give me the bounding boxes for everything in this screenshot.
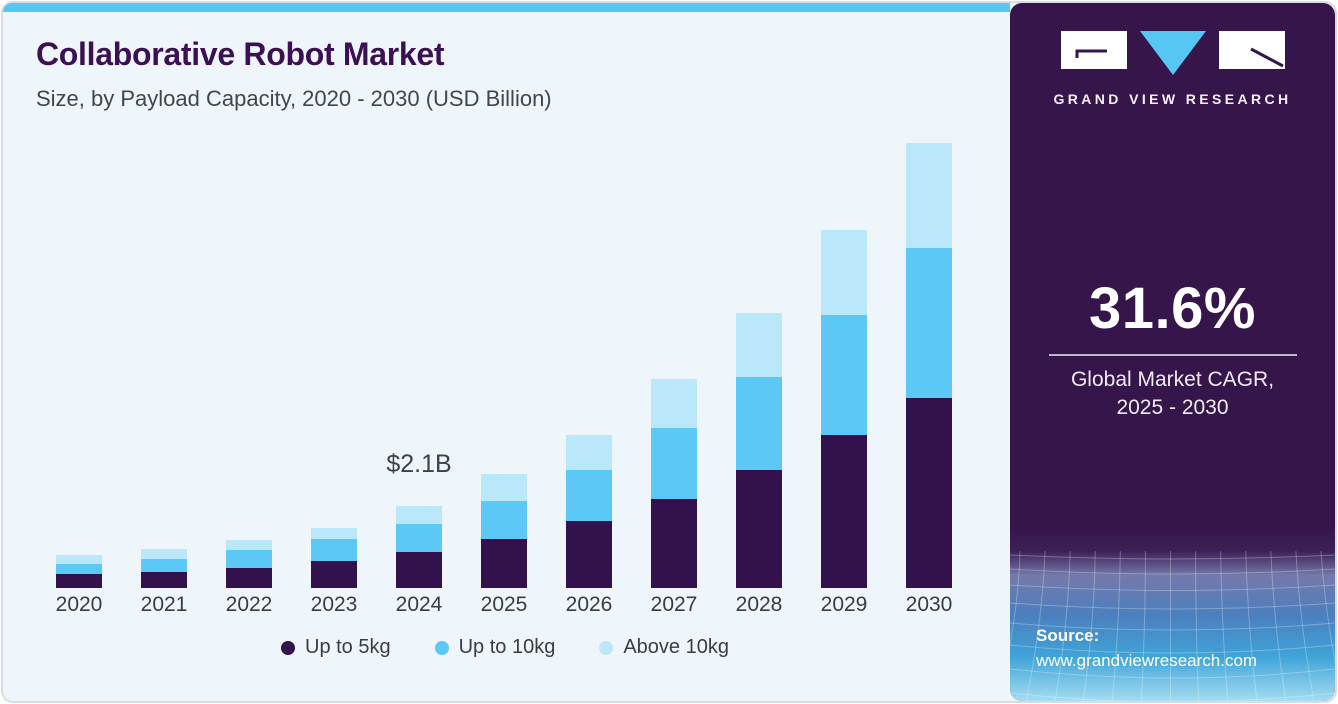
bar-segment-above-10kg-2020 [56,555,102,564]
legend-item-label: Above 10kg [623,636,729,658]
brand-name: GRAND VIEW RESEARCH [1053,91,1292,107]
bar-segment-up-to-5kg-2026 [566,521,612,588]
bar-segment-above-10kg-2028 [736,313,782,377]
bar-segment-above-10kg-2027 [651,379,697,428]
logo-g-block [1060,31,1127,69]
bar-segment-up-to-5kg-2023 [311,561,357,588]
bar-segment-up-to-10kg-2026 [566,470,612,521]
x-axis-tick-2029: 2029 [820,593,868,616]
bar-column-2026: 2026 [566,435,612,616]
legend-item-up-to-10kg: Up to 10kg [434,636,556,659]
legend-item-label: Up to 10kg [458,636,556,658]
bar-column-2022: 2022 [226,540,272,616]
bar-column-2027: 2027 [651,379,697,616]
bar-segment-up-to-5kg-2022 [226,568,272,588]
bar-column-2030: 2030 [906,143,952,616]
x-axis-tick-2028: 2028 [735,593,783,616]
bar-column-2023: 2023 [311,528,357,616]
bar-segment-up-to-10kg-2030 [906,248,952,398]
brand-logo: GRAND VIEW RESEARCH [1010,31,1335,107]
cagr-stat-block: 31.6% Global Market CAGR, 2025 - 2030 [1010,275,1335,421]
x-axis-tick-2026: 2026 [565,593,613,616]
cagr-label-line1: Global Market CAGR, [1070,368,1275,391]
bar-column-2024: 2024 [396,506,442,616]
wireframe-grid-graphic [1010,529,1335,701]
logo-row [1060,31,1285,77]
bar-segment-up-to-10kg-2023 [311,539,357,561]
bar-segment-up-to-10kg-2024 [396,524,442,552]
bar-column-2021: 2021 [141,549,187,616]
bar-segment-up-to-5kg-2020 [56,574,102,588]
bar-segment-up-to-5kg-2025 [481,539,527,588]
bar-segment-above-10kg-2022 [226,540,272,550]
cagr-divider [1048,354,1297,356]
bar-segment-above-10kg-2024 [396,506,442,524]
page-title: Collaborative Robot Market [36,36,445,72]
bar-segment-above-10kg-2030 [906,143,952,248]
top-accent-strip [3,3,1010,12]
bar-segment-up-to-10kg-2027 [651,428,697,499]
page-subtitle: Size, by Payload Capacity, 2020 - 2030 (… [36,86,552,111]
cagr-value: 31.6% [1089,276,1256,341]
bar-segment-up-to-10kg-2025 [481,501,527,539]
legend-item-up-to-5kg: Up to 5kg [281,636,391,659]
cagr-label-line2: 2025 - 2030 [1116,395,1229,419]
x-axis-tick-2025: 2025 [480,593,528,616]
bar-segment-up-to-10kg-2020 [56,564,102,574]
legend-dot-up-to-5kg [281,640,295,655]
legend-item-label: Up to 5kg [305,636,391,658]
bar-segment-above-10kg-2029 [821,230,867,315]
bar-column-2029: 2029 [821,230,867,616]
logo-v-triangle [1139,31,1206,75]
legend-dot-above-10kg [599,640,614,655]
x-axis-tick-2022: 2022 [225,593,273,616]
bar-segment-up-to-5kg-2030 [906,398,952,588]
source-block: Source: www.grandviewresearch.com [1036,626,1257,671]
bar-segment-above-10kg-2023 [311,528,357,539]
x-axis-tick-2021: 2021 [140,593,188,616]
bar-segment-above-10kg-2025 [481,474,527,501]
bar-segment-up-to-5kg-2029 [821,435,867,588]
bar-segment-up-to-5kg-2021 [141,572,187,588]
bar-segment-up-to-10kg-2028 [736,377,782,470]
sidebar: GRAND VIEW RESEARCH 31.6% Global Market … [1010,3,1335,701]
bar-chart-plot: 2020 2021 2022 2023 2024 2025 2026 2027 2028 2029… [56,118,952,616]
bar-column-2028: 2028 [736,313,782,616]
x-axis-tick-2020: 2020 [55,593,103,616]
bar-segment-up-to-5kg-2028 [736,470,782,588]
bar-segment-above-10kg-2021 [141,549,187,559]
logo-r-block [1218,31,1285,69]
bar-column-2025: 2025 [481,474,527,616]
bar-segment-up-to-10kg-2029 [821,315,867,435]
x-axis-tick-2030: 2030 [905,593,953,616]
source-url: www.grandviewresearch.com [1036,651,1258,670]
bar-segment-up-to-5kg-2024 [396,552,442,588]
bar-segment-up-to-5kg-2027 [651,499,697,588]
bar-value-label: $2.1B [386,450,452,479]
legend-dot-up-to-10kg [434,640,449,655]
bar-segment-above-10kg-2026 [566,435,612,470]
x-axis-tick-2023: 2023 [310,593,358,616]
bar-segment-up-to-10kg-2021 [141,559,187,572]
bar-column-2020: 2020 [56,555,102,616]
legend: Up to 5kg Up to 10kg Above 10kg [0,636,1010,659]
legend-item-above-10kg: Above 10kg [599,636,729,659]
x-axis-tick-2024: 2024 [395,593,443,616]
bar-segment-up-to-10kg-2022 [226,550,272,568]
source-label: Source: [1036,626,1100,645]
x-axis-tick-2027: 2027 [650,593,698,616]
